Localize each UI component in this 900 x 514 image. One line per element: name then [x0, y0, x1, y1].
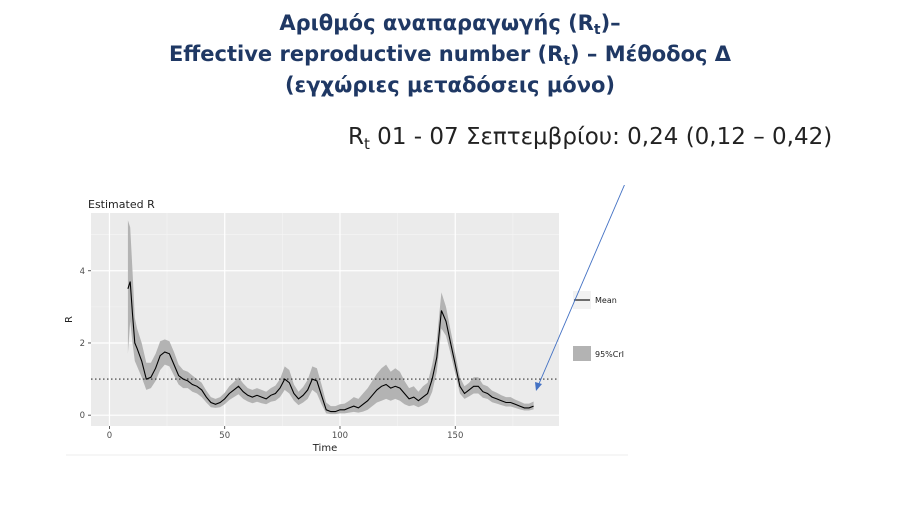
- rt-estimate-text: 01 - 07 Σεπτεμβρίου: 0,24 (0,12 – 0,42): [369, 124, 833, 150]
- title-line-1-subscript: t: [593, 22, 601, 38]
- y-tick-label: 4: [80, 267, 85, 277]
- rt-estimate-symbol: R: [348, 124, 364, 150]
- y-tick-label: 2: [80, 339, 85, 349]
- x-tick-label: 0: [107, 431, 112, 441]
- y-tick-label: 0: [80, 411, 85, 421]
- legend: Mean 95%CrI: [573, 291, 624, 361]
- rt-estimate: Rt 01 - 07 Σεπτεμβρίου: 0,24 (0,12 – 0,4…: [348, 124, 888, 153]
- x-axis: 0 50 100 150: [107, 426, 463, 441]
- title-line-3: (εγχώριες μεταδόσεις μόνο): [284, 73, 616, 97]
- title-line-1-text: Αριθμός αναπαραγωγής (R: [279, 11, 594, 35]
- callout-arrow: [537, 185, 625, 387]
- credible-interval-band: [127, 220, 534, 415]
- title-line-2: Effective reproductive number (Rt) – Μέθ…: [0, 39, 900, 70]
- title-line-1-suffix: )–: [600, 11, 621, 35]
- x-tick-label: 150: [447, 431, 463, 441]
- y-axis: 0 2 4: [80, 267, 91, 421]
- legend-key-band: [573, 346, 591, 361]
- callout-arrow-head: [535, 382, 542, 391]
- title-line-2-text: Effective reproductive number (R: [168, 42, 564, 66]
- legend-label-band: 95%CrI: [595, 350, 624, 359]
- title-line-1: Αριθμός αναπαραγωγής (Rt)–: [0, 8, 900, 39]
- x-axis-title: Time: [312, 443, 337, 454]
- slide-title: Αριθμός αναπαραγωγής (Rt)– Effective rep…: [0, 8, 900, 101]
- rt-estimate-subscript: t: [363, 135, 370, 153]
- title-line-2-suffix: ) – Μέθοδος Δ: [570, 42, 732, 66]
- y-axis-title: R: [64, 316, 75, 323]
- x-tick-label: 100: [332, 431, 348, 441]
- x-tick-label: 50: [219, 431, 230, 441]
- mean-line: [127, 281, 534, 413]
- title-line-2-subscript: t: [563, 53, 571, 69]
- chart: Estimated R 0 50 100 150 0 2 4 Time R Mean 95…: [64, 185, 628, 456]
- legend-label-mean: Mean: [595, 296, 617, 305]
- chart-title: Estimated R: [88, 198, 155, 211]
